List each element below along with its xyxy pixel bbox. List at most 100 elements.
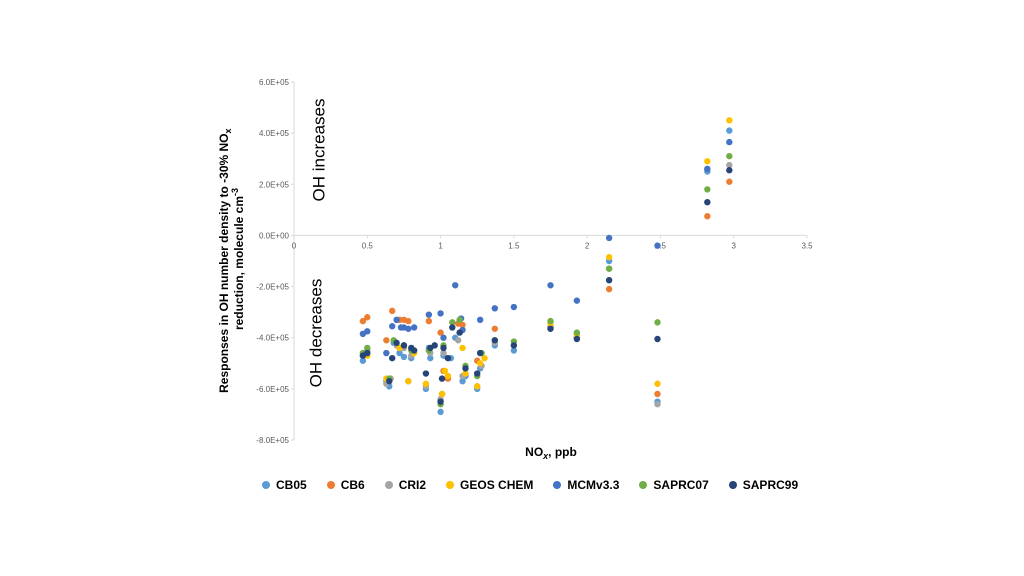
data-point <box>437 329 444 336</box>
series-cb6 <box>359 178 733 398</box>
y-tick-label: 2.0E+05 <box>259 180 290 189</box>
data-point <box>491 325 499 332</box>
legend-marker-icon <box>326 481 335 489</box>
y-tick-label: -4.0E+05 <box>256 334 289 343</box>
data-point <box>605 276 613 284</box>
series-cri2 <box>359 161 733 408</box>
data-point <box>726 178 733 185</box>
data-point <box>405 377 412 385</box>
data-point <box>462 365 469 372</box>
legend-marker-icon <box>262 481 270 489</box>
data-point <box>704 198 711 206</box>
series-saprc99 <box>359 167 733 405</box>
legend-item: CRI2 <box>384 478 427 492</box>
data-point <box>440 344 447 352</box>
legend-item: GEOS CHEM <box>446 478 533 492</box>
data-point <box>510 303 518 311</box>
data-point <box>481 354 488 362</box>
data-point <box>547 282 554 289</box>
y-tick-label: -6.0E+05 <box>256 385 289 394</box>
legend-label: CRI2 <box>398 478 427 492</box>
series-saprc07 <box>359 152 733 408</box>
x-axis-title: NOx, ppb <box>525 445 577 461</box>
data-point <box>437 408 444 416</box>
data-point <box>547 325 554 332</box>
data-point <box>605 285 613 293</box>
data-point <box>441 367 449 375</box>
x-tick-label: 0.5 <box>362 241 374 250</box>
data-point <box>474 370 481 377</box>
data-point <box>654 242 661 249</box>
legend-label: MCMv3.3 <box>567 478 620 492</box>
data-point <box>449 324 456 331</box>
data-point <box>573 297 581 304</box>
data-point <box>456 316 463 324</box>
data-point <box>393 316 400 324</box>
data-point <box>438 375 446 382</box>
legend-marker-icon <box>553 481 562 489</box>
data-point <box>440 349 447 357</box>
data-point <box>573 329 581 336</box>
data-point <box>726 117 733 124</box>
legend-marker-icon <box>384 481 393 489</box>
x-tick-label: 2.5 <box>655 241 667 250</box>
data-point <box>405 317 412 325</box>
data-point <box>510 342 518 349</box>
data-point <box>654 380 661 387</box>
data-point <box>359 357 367 364</box>
series-geos-chem <box>364 117 733 398</box>
legend: CB05 CB6 CRI2 GEOS CHEM MCMv3.3 SAPRC07 SAPRC9… <box>262 478 798 492</box>
data-point <box>449 319 456 326</box>
data-point <box>491 305 499 312</box>
data-point <box>422 370 430 377</box>
data-point <box>364 328 371 335</box>
data-point <box>389 323 396 330</box>
data-point <box>383 349 390 357</box>
data-point <box>459 321 466 329</box>
data-point <box>547 317 554 325</box>
data-point <box>438 390 446 398</box>
data-point <box>427 354 434 362</box>
legend-item: CB6 <box>326 478 365 492</box>
data-point <box>437 398 444 405</box>
data-point <box>654 335 661 343</box>
annotation-oh-decreases: OH decreases <box>306 279 325 388</box>
data-points <box>359 117 733 416</box>
data-point <box>396 349 403 357</box>
data-point <box>605 265 613 272</box>
axes: 6.0E+05 4.0E+05 2.0E+05 0.0E+00 -2.0E+05 -4.0… <box>256 78 813 445</box>
data-point <box>425 317 433 325</box>
data-point <box>704 186 711 193</box>
x-tick-label: 0 <box>292 241 297 250</box>
data-point <box>704 158 711 165</box>
y-tick-label: 4.0E+05 <box>259 129 290 138</box>
data-point <box>654 390 661 398</box>
data-point <box>389 307 396 315</box>
data-point <box>444 354 452 362</box>
data-point <box>444 372 452 380</box>
x-tick-label: 1 <box>438 241 443 250</box>
legend-item: CB05 <box>262 478 307 492</box>
y-tick-label: -2.0E+05 <box>256 283 289 292</box>
legend-marker-icon <box>639 481 648 489</box>
data-point <box>393 339 400 347</box>
data-point <box>389 354 396 362</box>
data-point <box>726 152 733 160</box>
y-tick-label: 0.0E+00 <box>259 231 290 240</box>
legend-label: SAPRC07 <box>653 478 709 492</box>
data-point <box>654 401 661 408</box>
data-point <box>476 316 484 324</box>
data-point <box>654 319 661 326</box>
data-point <box>364 344 371 352</box>
data-point <box>456 329 463 336</box>
data-point <box>405 325 412 332</box>
series-mcmv3-3 <box>359 138 733 357</box>
x-tick-label: 2 <box>585 241 590 250</box>
legend-label: SAPRC99 <box>742 478 799 492</box>
data-point <box>364 349 371 357</box>
data-point <box>459 377 466 385</box>
legend-label: CB6 <box>340 478 365 492</box>
annotation-oh-increases: OH increases <box>309 99 328 202</box>
data-point <box>386 377 393 385</box>
